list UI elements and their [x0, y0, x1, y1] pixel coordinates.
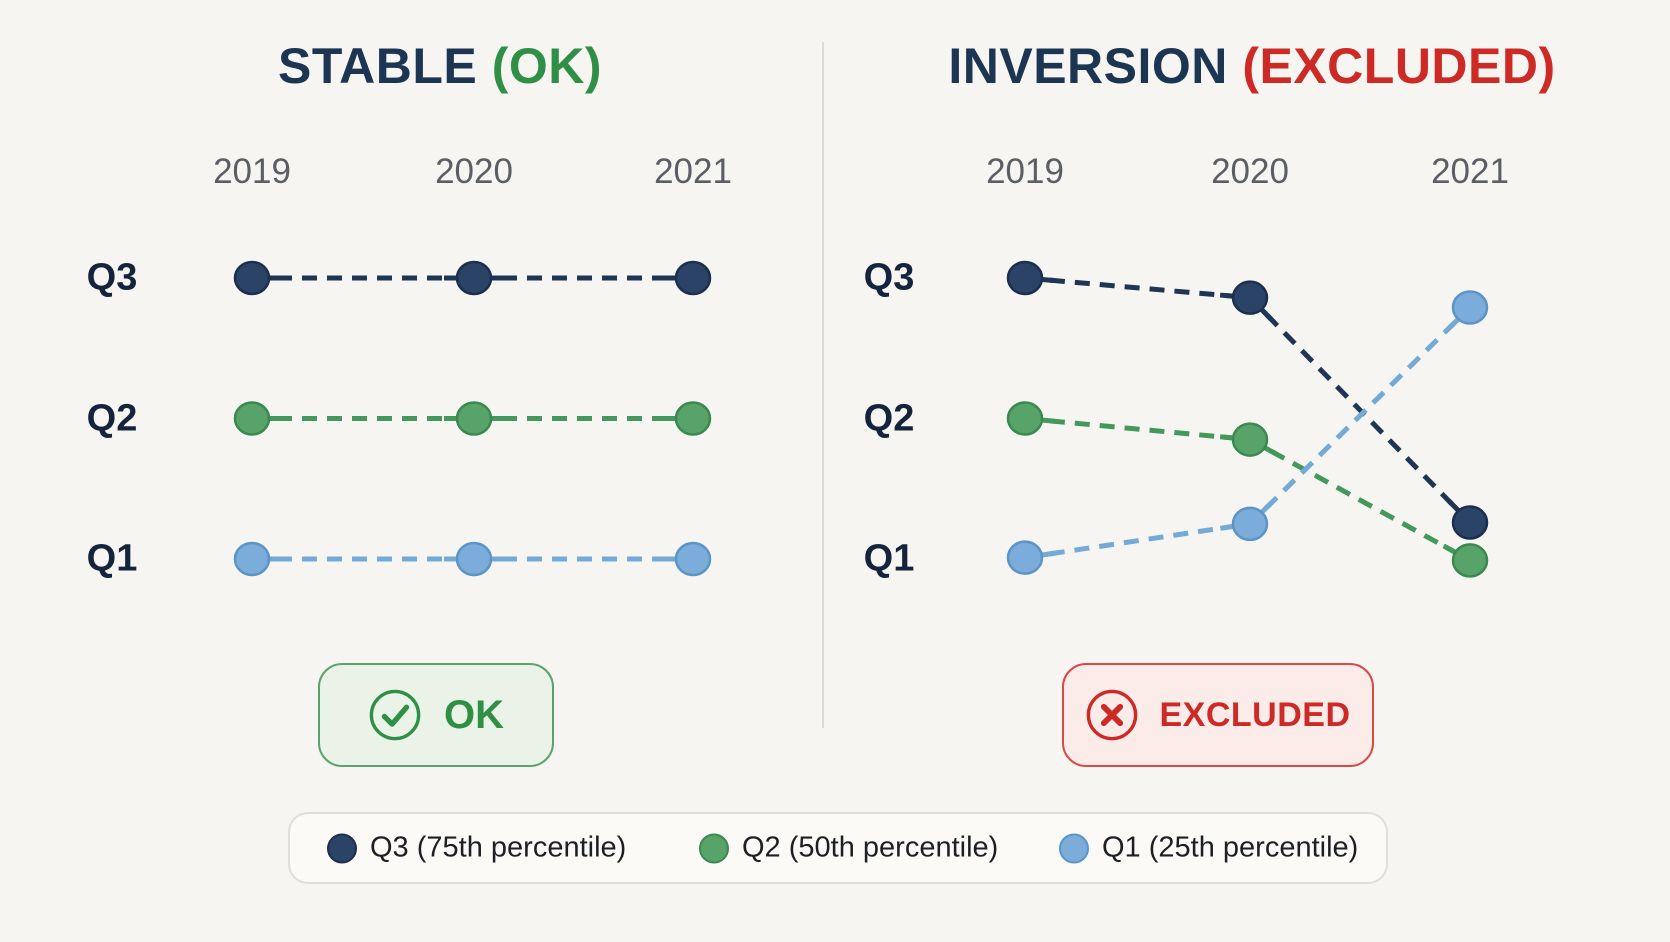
right-row-label-q3: Q3	[863, 256, 915, 299]
right-row-label-q1: Q1	[863, 537, 915, 580]
right-q3-point-2020	[1231, 280, 1269, 315]
panel-title-stable-main: STABLE	[277, 38, 478, 94]
panel-title-inversion: INVERSION (EXCLUDED)	[948, 37, 1555, 95]
excluded-badge-label: EXCLUDED	[1159, 695, 1351, 734]
left-year-2020: 2020	[435, 152, 513, 191]
left-year-2019: 2019	[213, 152, 291, 191]
right-q2-point-2019	[1006, 401, 1044, 436]
legend-item-q2: Q2 (50th percentile)	[699, 832, 998, 865]
legend-item-q3: Q3 (75th percentile)	[327, 832, 626, 865]
right-year-2020: 2020	[1211, 152, 1289, 191]
panel-title-inversion-paren: (EXCLUDED)	[1242, 38, 1556, 94]
right-q1-point-2019	[1006, 540, 1044, 575]
q1-legend-dot-icon	[1059, 833, 1089, 863]
check-circle-icon	[368, 688, 422, 742]
left-year-2021: 2021	[654, 152, 732, 191]
panel-divider	[822, 42, 824, 728]
left-q1-point-2021	[674, 541, 712, 577]
left-q3-point-2020	[455, 260, 493, 296]
left-q2-point-2019	[233, 401, 271, 436]
legend-label-q2: Q2 (50th percentile)	[742, 831, 999, 864]
panel-title-stable-paren: (OK)	[491, 38, 603, 94]
left-q1-point-2020	[455, 541, 493, 577]
q2-legend-dot-icon	[699, 833, 729, 863]
ok-badge-label: OK	[444, 692, 504, 737]
legend-item-q1: Q1 (25th percentile)	[1059, 832, 1358, 865]
q3-legend-dot-icon	[327, 833, 357, 863]
right-row-label-q2: Q2	[863, 397, 915, 440]
excluded-status-badge: EXCLUDED	[1062, 663, 1374, 767]
legend-label-q1: Q1 (25th percentile)	[1102, 831, 1359, 864]
panel-title-stable: STABLE (OK)	[278, 37, 602, 95]
right-q1-point-2020	[1231, 506, 1269, 542]
ok-status-badge: OK	[318, 663, 554, 767]
left-q1-point-2019	[233, 541, 271, 577]
panel-title-inversion-main: INVERSION	[948, 38, 1228, 94]
legend: Q3 (75th percentile) Q2 (50th percentile…	[288, 812, 1388, 884]
right-year-2021: 2021	[1431, 152, 1509, 191]
left-q2-point-2020	[455, 401, 493, 436]
left-q3-point-2019	[233, 260, 271, 296]
x-circle-icon	[1085, 688, 1139, 742]
right-q2-point-2021	[1451, 543, 1489, 578]
legend-label-q3: Q3 (75th percentile)	[370, 831, 627, 864]
left-row-label-q3: Q3	[86, 256, 138, 299]
right-year-2019: 2019	[986, 152, 1064, 191]
right-q1-point-2021	[1451, 290, 1489, 325]
left-row-label-q1: Q1	[86, 537, 138, 580]
right-q3-point-2019	[1006, 260, 1044, 296]
right-q2-point-2020	[1231, 422, 1269, 457]
left-q3-point-2021	[674, 260, 712, 296]
right-q3-point-2021	[1451, 505, 1489, 540]
left-q2-point-2021	[674, 401, 712, 436]
left-row-label-q2: Q2	[86, 397, 138, 440]
